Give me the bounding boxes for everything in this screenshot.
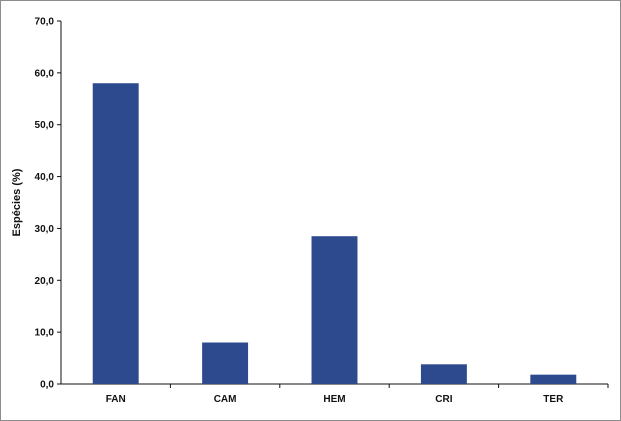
y-tick-label: 70,0 [35, 17, 55, 28]
x-tick-label-fan: FAN [106, 394, 126, 405]
y-tick-label: 40,0 [35, 172, 55, 183]
chart-bars [92, 83, 577, 384]
x-tick-label-ter: TER [543, 394, 564, 405]
bar-fan [92, 83, 139, 384]
y-tick-label: 30,0 [35, 224, 55, 235]
x-tick-label-cam: CAM [214, 394, 237, 405]
y-tick-label: 60,0 [35, 68, 55, 79]
x-tick-label-hem: HEM [323, 394, 345, 405]
bar-hem [311, 236, 358, 384]
x-tick-labels: FAN CAM HEM CRI TER [106, 384, 609, 405]
y-tick-label: 10,0 [35, 328, 55, 339]
y-tick-label: 0,0 [40, 380, 54, 391]
bar-cam [202, 342, 249, 384]
bar-cri [420, 364, 467, 384]
y-tick-labels: 0,0 10,0 20,0 30,0 40,0 50,0 60,0 70,0 [35, 17, 61, 391]
y-tick-label: 20,0 [35, 276, 55, 287]
y-tick-label: 50,0 [35, 120, 55, 131]
y-axis-label: Espécies (%) [11, 168, 23, 236]
bar-ter [530, 374, 577, 384]
x-tick-label-cri: CRI [435, 394, 452, 405]
